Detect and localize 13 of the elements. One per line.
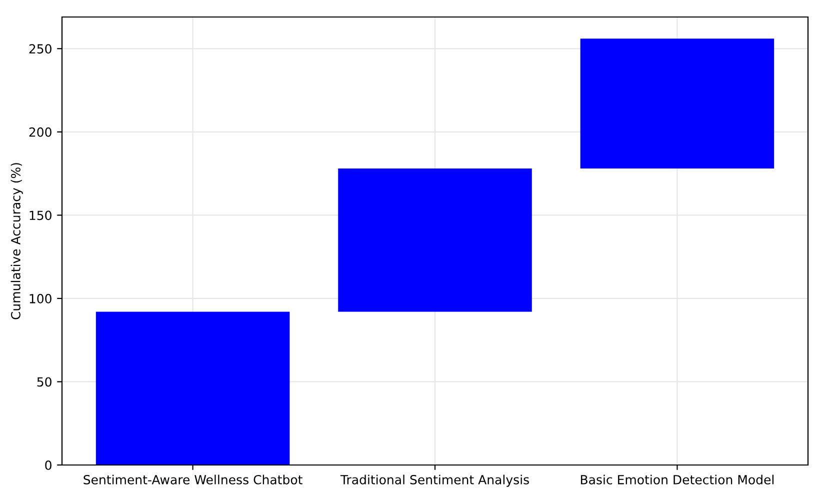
x-tick-label: Basic Emotion Detection Model [580, 474, 774, 484]
y-tick-label: 100 [30, 294, 52, 304]
x-tick-label: Sentiment-Aware Wellness Chatbot [84, 474, 302, 484]
bar [96, 312, 290, 465]
y-tick-label: 250 [29, 44, 52, 54]
y-axis-title: Cumulative Accuracy (%) [10, 163, 23, 320]
x-tick-label: Traditional Sentiment Analysis [340, 474, 529, 487]
y-tick-label: 200 [29, 127, 52, 137]
bar [580, 38, 774, 169]
y-tick-label: 150 [30, 210, 52, 220]
y-tick-label: 50 [37, 377, 52, 387]
y-tick-label: 0 [45, 460, 52, 470]
bar [338, 168, 532, 312]
